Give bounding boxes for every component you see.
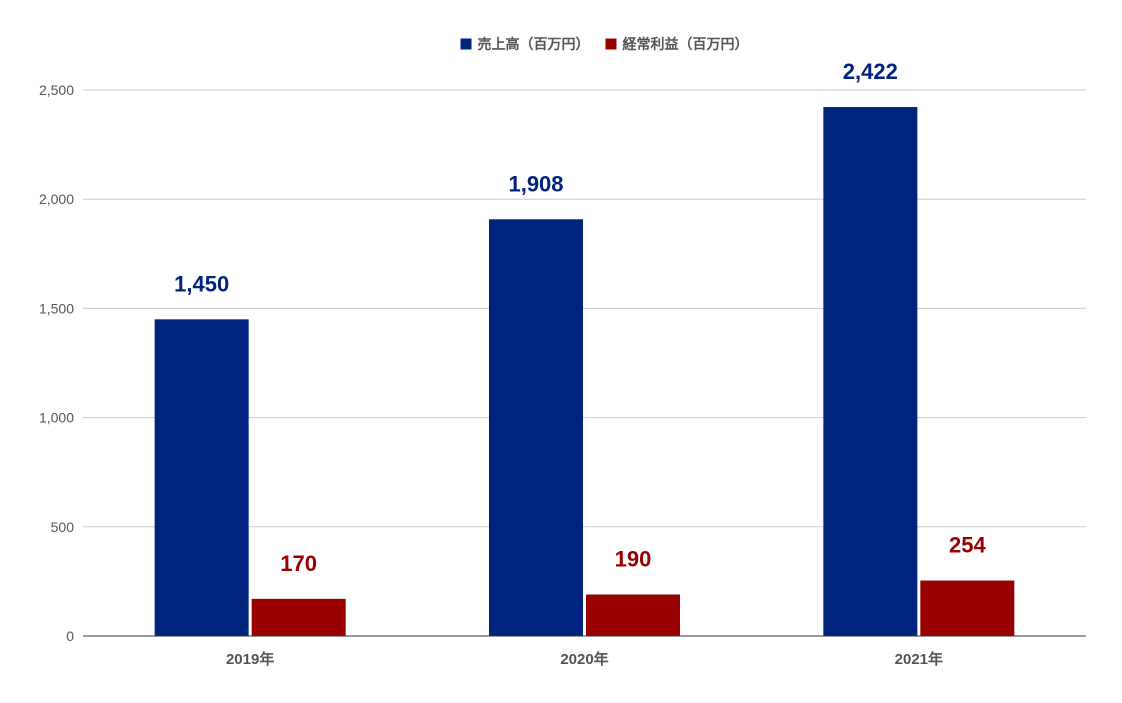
bar-sales: [489, 219, 583, 637]
y-tick-label: 2,500: [39, 82, 74, 98]
legend: 売上高（百万円） 経常利益（百万円）: [460, 36, 749, 53]
bar-ordinary-profit: [251, 598, 346, 636]
data-labels: 1,450 170 1,908 190 2,422 254: [174, 59, 986, 576]
bar-ordinary-profit: [586, 594, 680, 636]
bar-sales: [823, 107, 918, 636]
legend-item: 経常利益（百万円）: [605, 36, 749, 53]
legend-label: 経常利益（百万円）: [623, 36, 749, 53]
x-tick-label: 2020年: [560, 650, 608, 668]
y-tick-label: 0: [66, 628, 74, 644]
y-tick-label: 1,000: [39, 410, 74, 426]
legend-swatch: [460, 38, 472, 50]
legend-item: 売上高（百万円）: [460, 36, 590, 53]
y-tick-label: 1,500: [39, 300, 74, 316]
data-label-ordinary-profit: 254: [949, 533, 986, 558]
y-axis-ticks: 0 500 1,000 1,500 2,000 2,500: [39, 82, 74, 644]
bar-sales: [154, 319, 249, 636]
x-axis-ticks: 2019年 2020年 2021年: [226, 650, 943, 668]
x-tick-label: 2021年: [895, 650, 943, 668]
data-label-sales: 1,908: [508, 171, 563, 196]
gridlines: [83, 89, 1086, 528]
data-label-sales: 1,450: [174, 271, 229, 296]
data-label-sales: 2,422: [843, 59, 898, 84]
y-tick-label: 500: [51, 519, 75, 535]
legend-swatch: [605, 38, 617, 50]
data-label-ordinary-profit: 190: [615, 547, 652, 572]
data-label-ordinary-profit: 170: [280, 551, 317, 576]
y-tick-label: 2,000: [39, 191, 74, 207]
legend-label: 売上高（百万円）: [478, 36, 590, 53]
x-tick-label: 2019年: [226, 650, 274, 668]
bars: [154, 107, 1015, 637]
bar-ordinary-profit: [920, 580, 1015, 636]
